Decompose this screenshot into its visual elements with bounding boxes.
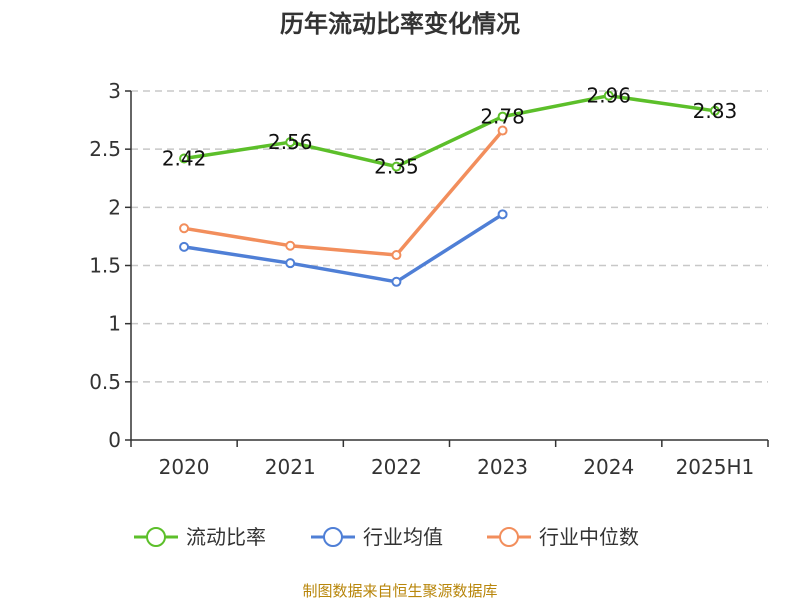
legend-item[interactable]: 行业中位数: [487, 525, 639, 549]
data-point[interactable]: [603, 90, 614, 101]
legend[interactable]: 流动比率 行业均值 行业中位数: [134, 525, 639, 549]
data-point[interactable]: [285, 240, 296, 251]
y-tick-label: 3: [108, 79, 121, 103]
data-point[interactable]: [391, 276, 402, 287]
legend-marker-icon: [499, 527, 519, 547]
series-layer: [179, 90, 720, 287]
data-label: 2.78: [480, 105, 525, 129]
data-point[interactable]: [709, 105, 720, 116]
y-tick-label: 1.5: [89, 254, 121, 278]
data-label: 2.35: [374, 155, 419, 179]
chart-title: 历年流动比率变化情况: [280, 10, 520, 38]
legend-label: 流动比率: [186, 525, 266, 549]
series-line: [182, 212, 505, 284]
x-tick-label: 2021: [265, 455, 316, 479]
x-tick-label: 2022: [371, 455, 422, 479]
x-tick-label: 2025H1: [676, 455, 755, 479]
data-point[interactable]: [497, 111, 508, 122]
legend-marker-icon: [146, 527, 166, 547]
gridlines: [131, 90, 768, 383]
legend-item[interactable]: 行业均值: [311, 525, 443, 549]
axes: 0 0.5 1 1.5 2 2.5 3 2020 2021 2022 2023 2024 2025H1: [89, 79, 769, 479]
legend-label: 行业中位数: [539, 525, 639, 549]
x-tick-label: 2020: [159, 455, 210, 479]
data-label: 2.83: [693, 99, 738, 123]
y-tick-label: 0: [108, 428, 121, 452]
data-point[interactable]: [497, 209, 508, 220]
data-point[interactable]: [179, 223, 190, 234]
data-label: 2.56: [268, 130, 313, 154]
y-tick-label: 2: [108, 195, 121, 219]
legend-marker-icon: [323, 527, 343, 547]
data-label: 2.96: [586, 84, 631, 108]
x-tick-label: 2023: [477, 455, 528, 479]
source-note: 制图数据来自恒生聚源数据库: [302, 582, 497, 600]
data-point[interactable]: [179, 241, 190, 252]
data-point[interactable]: [391, 161, 402, 172]
data-point[interactable]: [179, 153, 190, 164]
data-point[interactable]: [497, 125, 508, 136]
y-tick-label: 1: [108, 312, 121, 336]
series-line: [182, 128, 505, 257]
x-tick-label: 2024: [583, 455, 634, 479]
y-tick-label: 2.5: [89, 137, 121, 161]
legend-label: 行业均值: [363, 525, 443, 549]
data-labels: 2.42 2.56 2.35 2.78 2.96 2.83: [162, 84, 737, 179]
data-point[interactable]: [391, 250, 402, 261]
series-line: [182, 93, 717, 169]
y-tick-label: 0.5: [89, 370, 121, 394]
legend-item[interactable]: 流动比率: [134, 525, 266, 549]
data-point[interactable]: [285, 258, 296, 269]
data-label: 2.42: [162, 146, 207, 170]
data-point[interactable]: [285, 137, 296, 148]
